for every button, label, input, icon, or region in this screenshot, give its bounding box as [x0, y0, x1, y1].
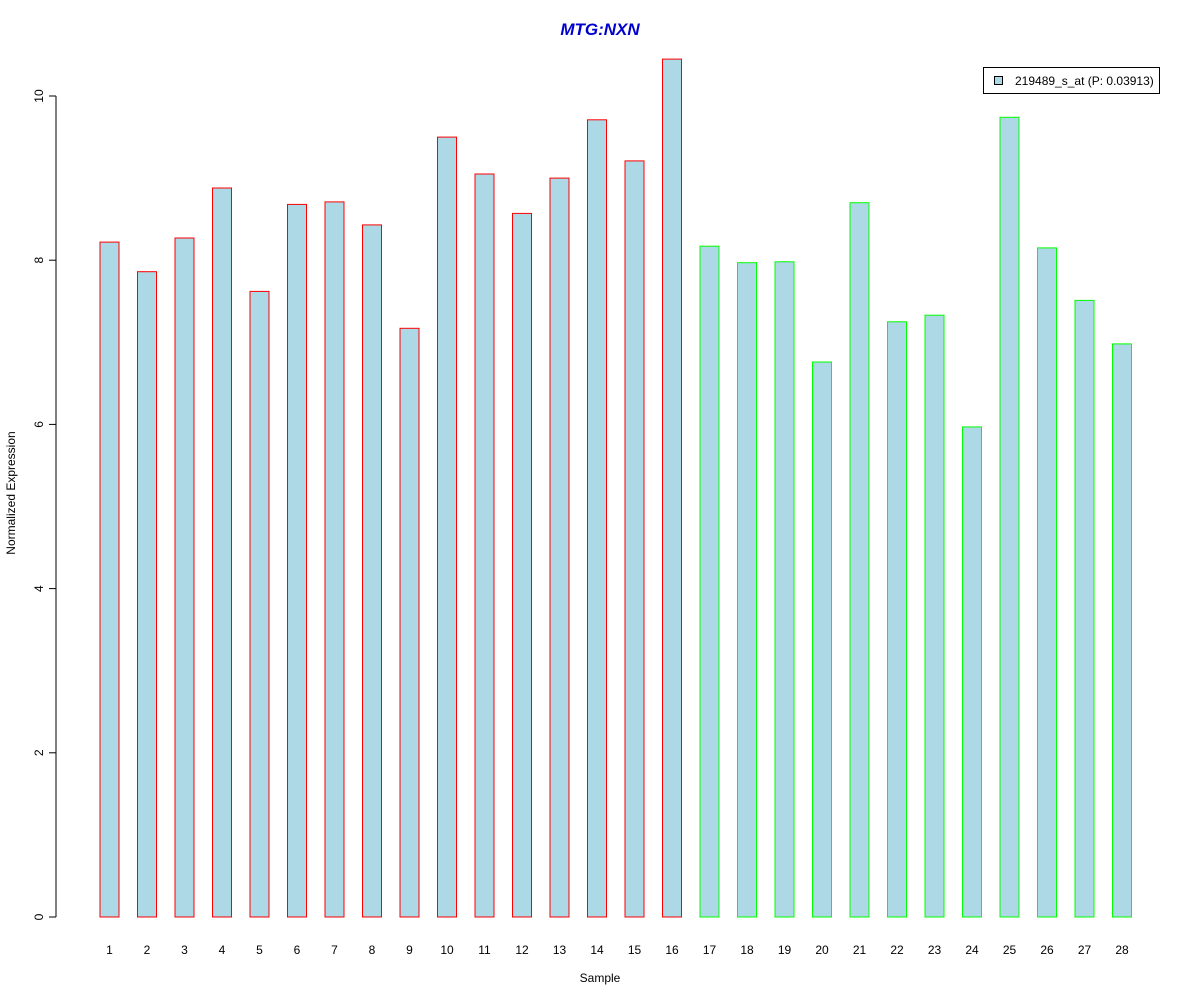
y-tick-label: 8 [32, 257, 46, 264]
bar-sample-9 [399, 327, 420, 918]
x-tick-label: 16 [665, 943, 679, 957]
x-tick-label: 11 [478, 943, 491, 957]
bar-sample-1 [99, 241, 120, 918]
x-tick-label: 8 [369, 943, 376, 957]
bar-sample-25 [999, 116, 1020, 918]
bar-sample-15 [624, 160, 645, 918]
bar-sample-18 [737, 262, 757, 918]
x-tick-label: 9 [406, 943, 413, 957]
y-tick-label: 2 [32, 749, 46, 756]
x-tick-label: 1 [106, 943, 113, 957]
bar-sample-6 [287, 203, 307, 918]
bar-sample-13 [549, 177, 570, 918]
x-tick-label: 5 [256, 943, 263, 957]
y-tick-label: 0 [32, 913, 46, 920]
x-tick-label: 13 [553, 943, 567, 957]
bar-sample-27 [1074, 299, 1095, 918]
x-tick-label: 18 [740, 943, 754, 957]
y-axis-label: Normalized Expression [4, 431, 18, 555]
bar-sample-26 [1037, 247, 1057, 918]
bar-sample-20 [812, 361, 832, 918]
x-tick-label: 20 [815, 943, 829, 957]
x-tick-label: 15 [628, 943, 642, 957]
x-tick-label: 6 [294, 943, 301, 957]
x-tick-label: 24 [965, 943, 979, 957]
x-tick-label: 12 [515, 943, 529, 957]
x-tick-label: 25 [1003, 943, 1017, 957]
bar-sample-11 [474, 173, 495, 918]
x-tick-label: 19 [778, 943, 792, 957]
bar-sample-23 [924, 314, 945, 918]
bar-sample-7 [324, 201, 345, 918]
y-tick-label: 10 [32, 89, 46, 103]
y-tick-label: 6 [32, 421, 46, 428]
x-tick-label: 4 [219, 943, 226, 957]
chart-title: MTG:NXN [560, 20, 640, 39]
bar-sample-8 [362, 224, 382, 918]
x-tick-label: 7 [331, 943, 338, 957]
x-tick-label: 17 [703, 943, 717, 957]
bar-sample-14 [587, 119, 607, 918]
y-axis: 0 2 4 6 8 10 [32, 89, 57, 920]
x-tick-label: 27 [1078, 943, 1092, 957]
bar-sample-3 [174, 237, 195, 918]
bar-sample-2 [137, 271, 157, 918]
x-tick-label: 23 [928, 943, 942, 957]
bar-sample-10 [437, 136, 457, 918]
bars [99, 58, 1132, 918]
legend-swatch [994, 76, 1003, 85]
bar-sample-24 [962, 426, 982, 918]
bar-sample-16 [662, 58, 682, 918]
bar-sample-21 [849, 202, 870, 918]
bar-sample-28 [1112, 343, 1132, 918]
x-tick-label: 26 [1040, 943, 1054, 957]
bar-sample-5 [249, 290, 270, 918]
x-tick-labels: 1 2 3 4 5 6 7 8 9 10 11 12 13 14 15 16 17 18 19 20 21 22 23 24 2… [106, 943, 1129, 957]
bar-sample-12 [512, 212, 532, 918]
bar-sample-4 [212, 187, 232, 918]
bar-sample-22 [887, 321, 907, 918]
x-tick-label: 21 [853, 943, 867, 957]
bar-sample-19 [774, 261, 795, 918]
legend: 219489_s_at (P: 0.03913) [983, 67, 1160, 94]
x-tick-label: 10 [440, 943, 454, 957]
x-tick-label: 28 [1115, 943, 1129, 957]
x-axis-label: Sample [579, 971, 621, 985]
bar-sample-17 [699, 245, 720, 918]
x-tick-label: 22 [890, 943, 904, 957]
x-tick-label: 2 [144, 943, 151, 957]
legend-label: 219489_s_at (P: 0.03913) [1015, 74, 1154, 88]
x-tick-label: 3 [181, 943, 188, 957]
y-tick-label: 4 [32, 585, 46, 592]
x-tick-label: 14 [590, 943, 604, 957]
